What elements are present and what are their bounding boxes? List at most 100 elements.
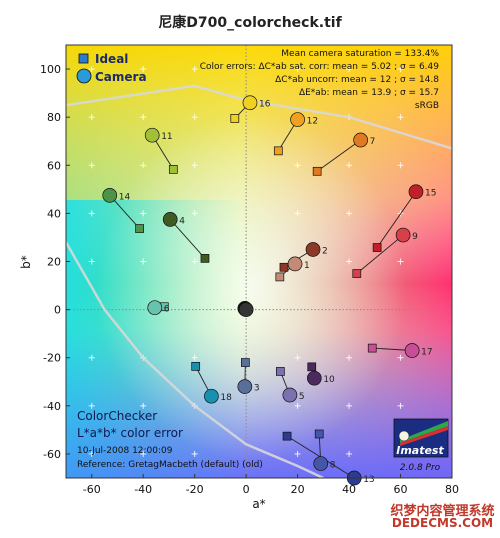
grid-mark — [294, 210, 301, 217]
grid-mark — [191, 162, 198, 169]
camera-marker-8 — [313, 456, 329, 471]
ideal-marker-5 — [276, 367, 285, 376]
error-stats: Mean camera saturation = 133.4% Color er… — [200, 49, 440, 111]
grid-mark — [346, 162, 353, 169]
x-tick-label: 40 — [342, 483, 356, 496]
grid-mark — [397, 354, 404, 361]
grid-mark — [140, 258, 147, 265]
x-tick-label: -60 — [83, 483, 101, 496]
ideal-marker-2 — [279, 262, 289, 272]
stats-line-5: sRGB — [415, 101, 439, 111]
patch-label-10: 10 — [323, 375, 335, 385]
camera-marker-16 — [242, 95, 258, 111]
ideal-marker-18 — [191, 362, 201, 371]
patch-label-8: 8 — [330, 461, 336, 471]
grid-mark — [346, 258, 353, 265]
grid-mark — [294, 402, 301, 409]
stats-line-1: Mean camera saturation = 133.4% — [281, 49, 439, 59]
patch-label-7: 7 — [370, 137, 376, 147]
x-tick-label: 80 — [445, 483, 459, 496]
y-tick-label: -20 — [43, 352, 61, 365]
x-tick-label: -40 — [134, 483, 152, 496]
y-tick-label: 40 — [47, 207, 61, 220]
info-name: ColorChecker — [77, 409, 157, 423]
patch-label-14: 14 — [119, 192, 131, 202]
grid-mark — [346, 66, 353, 73]
connector-14 — [109, 195, 140, 229]
legend-ideal-label: Ideal — [95, 52, 128, 66]
grid-mark — [140, 402, 147, 409]
camera-marker-17 — [404, 343, 420, 358]
patch-label-18: 18 — [220, 393, 232, 403]
y-axis-label: b* — [19, 255, 33, 269]
grid — [66, 45, 452, 478]
camera-marker-10 — [306, 370, 322, 386]
patch-label-13: 13 — [363, 475, 374, 485]
patch-label-9: 9 — [412, 232, 418, 242]
patch-label-1: 1 — [304, 261, 310, 271]
chart-info: ColorChecker L*a*b* color error 10-Jul-2… — [77, 409, 263, 470]
ideal-marker-8 — [314, 429, 324, 439]
ideal-marker-13 — [282, 431, 292, 441]
y-tick-label: 60 — [47, 159, 61, 172]
logo-brand: Imatest — [396, 444, 444, 457]
watermark-line-1: 织梦内容管理系统 — [390, 504, 495, 519]
camera-marker-18 — [204, 388, 219, 404]
watermark: 织梦内容管理系统 DEDECMS.COM — [390, 500, 495, 534]
grid-mark — [88, 450, 95, 457]
grid-mark — [294, 162, 301, 169]
connector-15 — [376, 191, 417, 248]
ideal-marker-12 — [273, 146, 283, 156]
grid-mark — [191, 210, 198, 217]
grid-mark — [191, 450, 198, 457]
x-axis-label: a* — [252, 497, 265, 511]
x-tick-label: -20 — [186, 483, 204, 496]
connector-7 — [316, 139, 361, 172]
connector-4 — [169, 219, 206, 259]
grid-mark — [346, 354, 353, 361]
x-axis-ticks: -60 -40 -20 0 20 40 60 80 — [83, 474, 459, 496]
logo-stripe-green — [400, 421, 448, 443]
y-tick-label: 20 — [47, 256, 61, 269]
camera-marker-24 — [238, 302, 254, 317]
ideal-marker-9 — [352, 269, 362, 278]
grid-mark — [397, 114, 404, 121]
grid-mark — [191, 258, 198, 265]
info-reference: Reference: GretagMacbeth (default) (old) — [77, 460, 263, 470]
ideal-marker-17 — [367, 343, 377, 353]
info-date: 10-Jul-2008 12:00:09 — [77, 446, 173, 456]
info-subtitle: L*a*b* color error — [77, 426, 183, 440]
imatest-logo: Imatest 2.0.8 Pro — [393, 418, 449, 473]
grid-mark — [140, 210, 147, 217]
legend: Ideal Camera — [76, 52, 147, 84]
camera-marker-5 — [282, 387, 298, 403]
connector-9 — [356, 234, 404, 274]
patch-label-5: 5 — [299, 392, 305, 402]
grid-mark — [294, 450, 301, 457]
legend-camera-label: Camera — [95, 70, 147, 84]
grid-mark — [88, 114, 95, 121]
grid-mark — [397, 162, 404, 169]
grid-mark — [88, 354, 95, 361]
ideal-marker-1 — [275, 272, 285, 282]
camera-marker-12 — [290, 112, 305, 127]
grid-mark — [140, 114, 147, 121]
grid-mark — [191, 66, 198, 73]
ideal-marker-16 — [230, 114, 240, 123]
camera-marker-2 — [305, 242, 321, 257]
grid-mark — [191, 354, 198, 361]
camera-marker-14 — [102, 187, 118, 203]
patch-label-12: 12 — [307, 117, 318, 127]
grid-mark — [191, 114, 198, 121]
grid-mark — [88, 66, 95, 73]
grid-mark — [88, 258, 95, 265]
ideal-marker-11 — [168, 165, 178, 174]
camera-marker-3 — [237, 379, 253, 394]
y-tick-label: 0 — [54, 304, 61, 317]
colour-background — [66, 45, 452, 478]
camera-marker-15 — [408, 184, 424, 200]
watermark-line-2: DEDECMS.COM — [391, 516, 494, 530]
stats-line-4: ΔE*ab: mean = 13.9 ; σ = 15.7 — [299, 88, 439, 98]
x-tick-label: 60 — [394, 483, 408, 496]
grid-mark — [294, 354, 301, 361]
